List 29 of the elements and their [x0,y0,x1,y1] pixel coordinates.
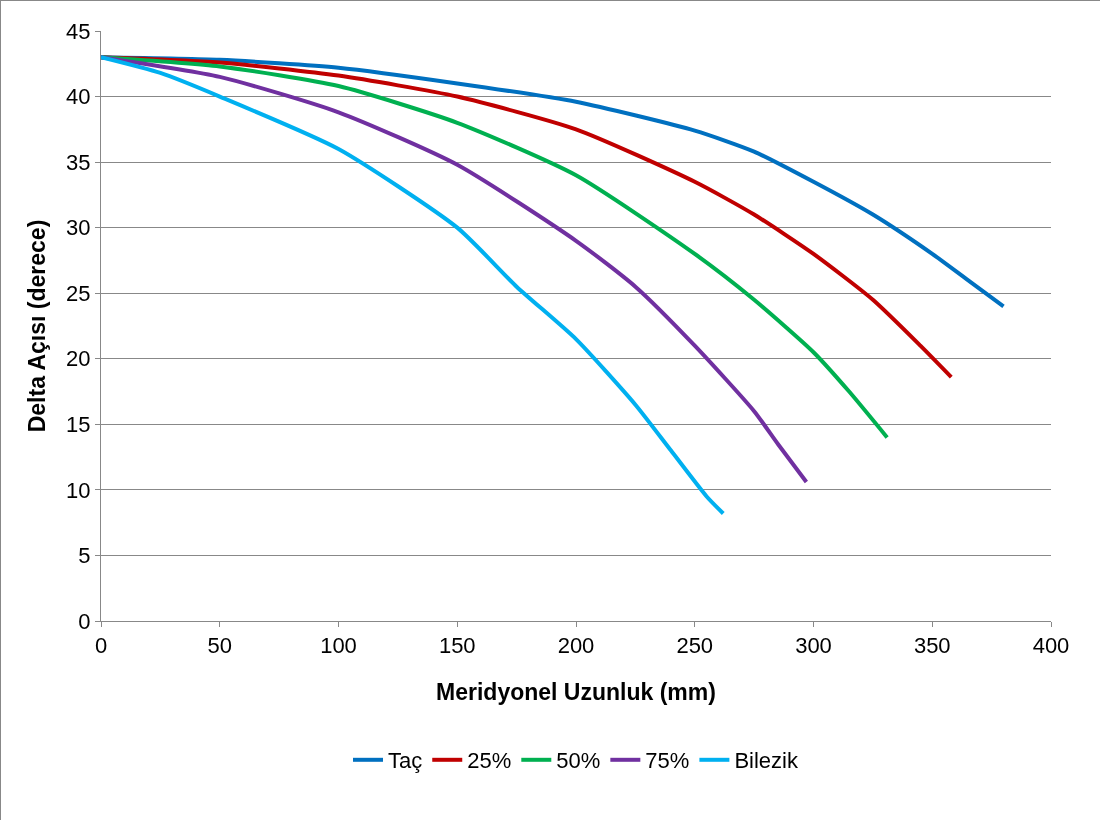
x-tick-label: 350 [913,633,951,659]
x-tick-label: 300 [795,633,832,659]
y-tick-label: 30 [66,215,91,241]
y-tick-label: 15 [66,412,91,438]
y-tick-label: 25 [66,280,91,306]
x-tick-label: 400 [1032,633,1070,659]
x-axis-title: Meridyonel Uzunluk (mm) [436,679,716,705]
line-series [101,55,809,485]
y-tick-label: 0 [78,608,91,634]
legend-label: 25% [467,748,512,774]
line-series [101,55,726,516]
x-tick-label: 250 [676,633,714,659]
y-tick-label: 45 [66,18,91,44]
y-tick-label: 10 [66,477,91,503]
y-tick-label: 5 [78,543,91,569]
x-tick-label: 150 [438,633,476,659]
x-tick-label: 50 [207,633,232,659]
legend-label: Bilezik [734,748,799,774]
x-tick-label: 0 [94,633,108,659]
y-tick-label: 20 [66,346,91,372]
x-tick-label: 100 [320,633,357,659]
y-axis-title: Delta Açısı (derece) [24,219,50,433]
line-series [101,55,890,440]
legend-label: 50% [556,748,601,774]
y-tick-label: 40 [66,84,91,110]
x-tick-label: 200 [557,633,595,659]
legend-label: 75% [645,748,690,774]
y-tick-label: 35 [66,149,91,175]
legend-label: Taç [388,748,423,774]
